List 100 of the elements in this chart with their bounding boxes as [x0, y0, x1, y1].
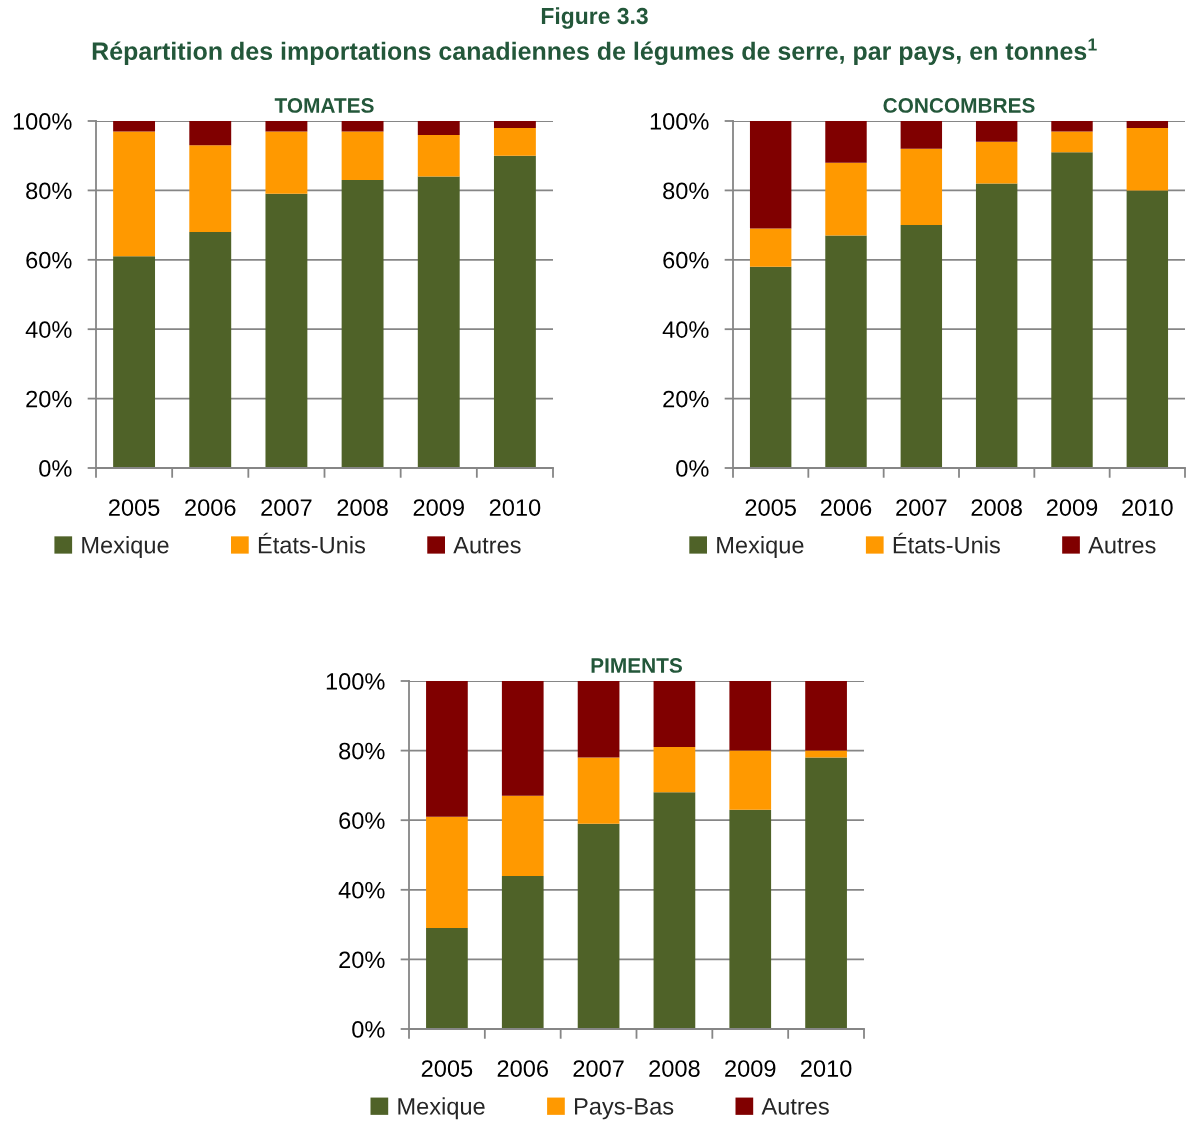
y-tick-label: 0%	[352, 1021, 385, 1038]
bar	[341, 131, 384, 180]
x-tick-label: 2010	[1122, 499, 1173, 516]
bar	[501, 681, 544, 796]
y-tick-label: 80%	[339, 742, 385, 760]
x-tick-label: 2006	[820, 499, 872, 516]
y-tick-label: 100%	[13, 113, 72, 130]
bar	[426, 816, 468, 929]
text: Figure 3.3	[541, 7, 648, 29]
legend-label: Mexique	[82, 536, 169, 559]
bar	[265, 193, 308, 468]
bar	[1051, 121, 1093, 132]
bar	[900, 225, 943, 468]
bar	[493, 155, 536, 468]
bar	[417, 121, 460, 135]
bar	[749, 266, 792, 468]
bar	[577, 823, 620, 1029]
bar	[1126, 121, 1169, 128]
bar	[749, 228, 792, 267]
y-tick-label: 60%	[26, 251, 72, 269]
x-tick-label: 2005	[421, 1060, 473, 1077]
bar	[975, 121, 1018, 142]
y-tick-label: 40%	[662, 321, 709, 338]
y-tick-label: 60%	[339, 812, 385, 829]
x-tick-label: 2007	[261, 499, 312, 516]
bar	[493, 127, 536, 156]
bar	[265, 121, 308, 132]
bar	[265, 131, 308, 194]
bar	[501, 875, 544, 1029]
bar	[417, 176, 460, 468]
bar	[113, 121, 156, 132]
bar	[900, 121, 943, 149]
legend-label: États-Unis	[893, 532, 1000, 554]
bar	[975, 183, 1018, 468]
y-tick-label: 0%	[39, 460, 72, 477]
bar	[729, 681, 772, 751]
x-tick-label: 2005	[745, 499, 796, 516]
bar	[653, 747, 696, 793]
y-tick-label: 80%	[663, 182, 709, 200]
legend-label: Mexique	[398, 1097, 485, 1120]
legend-label: États-Unis	[258, 532, 366, 554]
y-tick-label: 20%	[339, 951, 385, 969]
bar	[426, 681, 468, 817]
bar	[729, 750, 772, 810]
bar	[805, 757, 847, 1029]
x-tick-label: 2007	[896, 499, 947, 516]
bar	[341, 121, 384, 132]
y-tick-label: 40%	[25, 321, 72, 338]
bar	[805, 681, 847, 751]
y-tick-label: 0%	[676, 460, 709, 477]
legend-label: Autres	[761, 1098, 829, 1115]
bar	[493, 121, 536, 128]
legend-label: Autres	[1088, 536, 1156, 554]
bar	[653, 681, 696, 748]
bar	[825, 121, 867, 163]
text: Répartition des importations canadiennes de légumes de serre, par pays, en tonnes$^{1}$	[92, 38, 1097, 66]
x-tick-label: 2007	[573, 1060, 624, 1077]
bar	[577, 681, 620, 758]
x-tick-label: 2008	[649, 1060, 700, 1077]
bar	[341, 179, 384, 468]
bar	[825, 162, 867, 236]
y-tick-label: 100%	[326, 673, 385, 690]
bar	[1126, 190, 1169, 468]
y-tick-label: 80%	[26, 182, 72, 200]
bar	[729, 809, 772, 1029]
bar	[975, 141, 1018, 184]
bar	[577, 757, 620, 824]
x-tick-label: 2005	[109, 499, 160, 516]
bar	[825, 235, 867, 468]
x-tick-label: 2006	[185, 499, 236, 516]
x-tick-label: 2008	[971, 499, 1022, 516]
chart-title: TOMATES	[274, 98, 374, 113]
bar	[501, 795, 544, 876]
bar	[189, 121, 232, 146]
x-tick-label: 2008	[337, 499, 388, 516]
bar	[749, 121, 792, 229]
x-tick-label: 2010	[801, 1060, 852, 1077]
chart-title: CONCOMBRES	[883, 98, 1035, 113]
bar	[1051, 152, 1093, 468]
bar	[426, 928, 468, 1029]
bar	[417, 134, 460, 177]
bar	[113, 131, 156, 257]
bar	[189, 145, 232, 233]
y-tick-label: 40%	[338, 881, 385, 899]
x-tick-label: 2010	[489, 499, 541, 516]
legend-label: Mexique	[717, 536, 804, 559]
legend-label: Pays-Bas	[575, 1098, 674, 1120]
y-tick-label: 20%	[663, 390, 709, 408]
x-tick-label: 2006	[497, 1060, 548, 1077]
bar	[1126, 127, 1169, 191]
y-tick-label: 100%	[650, 113, 709, 130]
y-tick-label: 60%	[663, 251, 709, 269]
bar	[113, 256, 156, 468]
bar	[1051, 131, 1093, 153]
chart-title: PIMENTS	[591, 658, 682, 673]
bar	[805, 750, 847, 758]
x-tick-label: 2009	[725, 1060, 776, 1077]
x-tick-label: 2009	[413, 499, 464, 516]
legend-label: Autres	[453, 536, 521, 554]
x-tick-label: 2009	[1046, 499, 1098, 516]
